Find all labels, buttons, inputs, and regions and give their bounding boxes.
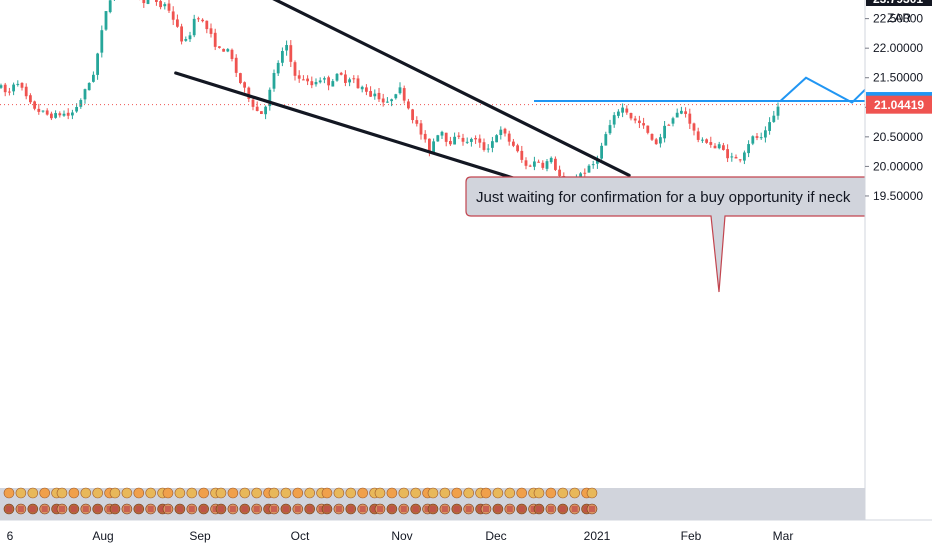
candle — [222, 48, 225, 51]
x-tick-label: Dec — [485, 529, 506, 543]
candle — [495, 134, 498, 142]
candle — [336, 73, 339, 82]
y-tick-label: 22.00000 — [873, 41, 923, 55]
candle — [180, 24, 183, 45]
candle — [147, 0, 150, 4]
currency-label: ZAR — [887, 11, 911, 25]
price-badge: 21.04419 — [866, 96, 932, 114]
top-price-label: 23.79301 — [866, 0, 932, 6]
svg-text:21.04419: 21.04419 — [874, 98, 924, 112]
x-tick-label: Nov — [391, 529, 412, 543]
x-tick-label: 2021 — [584, 529, 611, 543]
y-tick-label: 20.00000 — [873, 159, 923, 173]
x-tick-label: Mar — [773, 529, 794, 543]
y-tick-label: 21.50000 — [873, 71, 923, 85]
candle — [239, 73, 242, 84]
x-tick-label: 6 — [7, 529, 14, 543]
x-tick-label: Oct — [291, 529, 310, 543]
candle — [88, 82, 91, 90]
x-tick-label: Sep — [189, 529, 211, 543]
annotation-text: Just waiting for confirmation for a buy … — [476, 189, 851, 206]
events-strip — [0, 488, 865, 520]
y-tick-label: 20.50000 — [873, 130, 923, 144]
x-tick-label: Aug — [92, 529, 113, 543]
candle — [436, 135, 439, 142]
x-tick-label: Feb — [681, 529, 702, 543]
candle — [260, 111, 263, 114]
candle — [109, 0, 112, 13]
svg-text:23.79301: 23.79301 — [873, 0, 923, 6]
y-tick-label: 19.50000 — [873, 189, 923, 203]
candle — [105, 11, 108, 31]
